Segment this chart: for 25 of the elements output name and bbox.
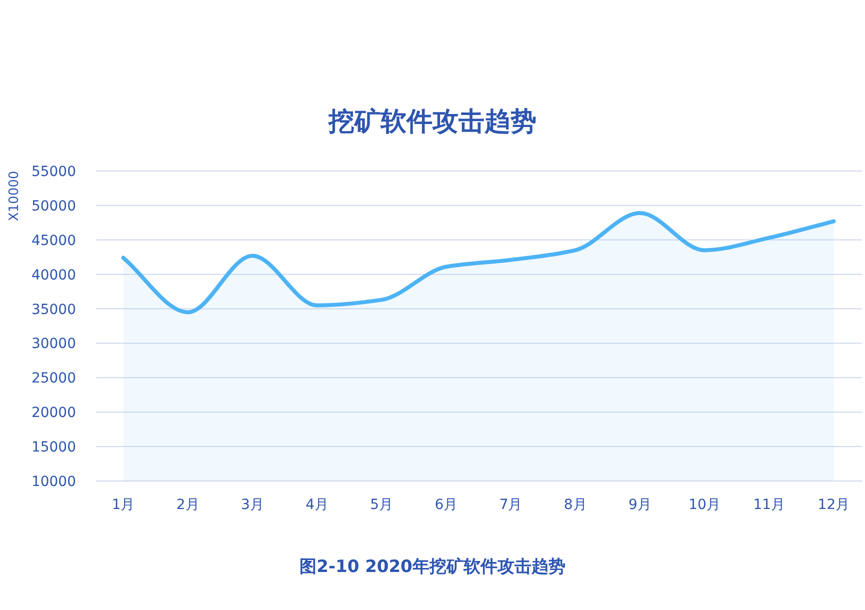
x-tick-label: 7月 bbox=[499, 497, 522, 513]
y-tick-label: 30000 bbox=[31, 336, 76, 352]
x-tick-label: 9月 bbox=[628, 497, 652, 513]
x-tick-label: 2月 bbox=[176, 497, 200, 513]
x-tick-label: 3月 bbox=[240, 497, 264, 513]
x-tick-label: 11月 bbox=[753, 497, 786, 513]
x-tick-label: 12月 bbox=[818, 497, 850, 513]
y-tick-label: 55000 bbox=[31, 164, 76, 180]
x-tick-label: 1月 bbox=[112, 497, 135, 513]
y-tick-label: 45000 bbox=[31, 232, 76, 249]
y-tick-label: 50000 bbox=[31, 198, 76, 214]
caption: 图2-10 2020年挖矿软件攻击趋势 bbox=[300, 557, 566, 577]
x-tick-label: 4月 bbox=[306, 497, 329, 513]
x-tick-label: 10月 bbox=[688, 497, 720, 513]
y-tick-label: 25000 bbox=[31, 370, 76, 387]
y-tick-label: 35000 bbox=[31, 302, 76, 318]
y-tick-label: 15000 bbox=[31, 440, 76, 456]
x-tick-label: 8月 bbox=[564, 497, 587, 513]
y-axis-title: X10000 bbox=[7, 170, 22, 222]
x-tick-label: 6月 bbox=[434, 497, 458, 513]
chart-title: 挖矿软件攻击趋势 bbox=[328, 107, 536, 137]
y-tick-label: 40000 bbox=[31, 267, 76, 284]
y-tick-label: 20000 bbox=[31, 405, 76, 422]
y-tick-label: 10000 bbox=[31, 474, 76, 490]
x-tick-label: 5月 bbox=[370, 497, 394, 513]
